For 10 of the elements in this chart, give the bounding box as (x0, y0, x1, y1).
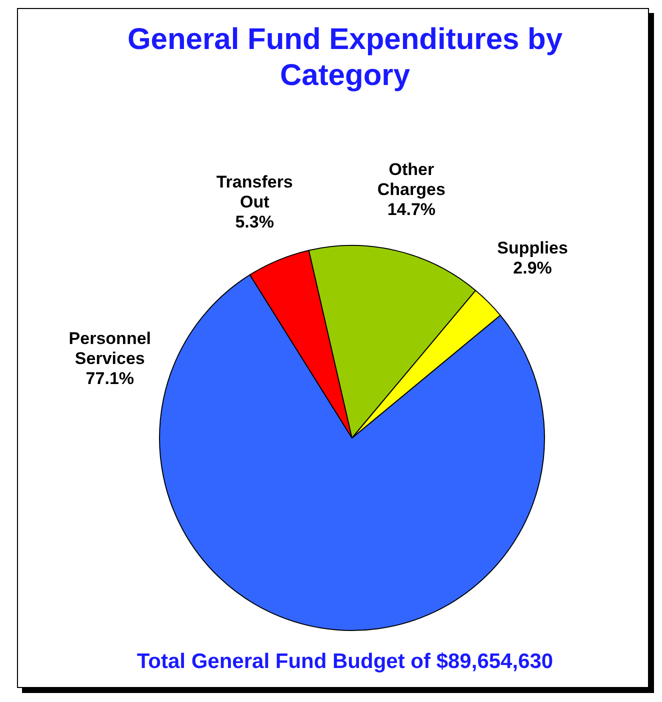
chart-title: General Fund Expenditures by Category (126, 22, 564, 94)
data-label: 14.7% (387, 200, 436, 220)
slice-label: Transfers Out (216, 172, 293, 212)
slice-label: Personnel Services (68, 329, 152, 368)
data-label: 2.9% (513, 258, 552, 278)
slice-label: Supplies (497, 238, 568, 258)
data-label: 5.3% (235, 212, 274, 232)
slice-label: Other Charges (377, 160, 446, 200)
text: Total General Fund Budget of $89,654,630 (136, 650, 554, 674)
data-label: 77.1% (86, 369, 134, 388)
